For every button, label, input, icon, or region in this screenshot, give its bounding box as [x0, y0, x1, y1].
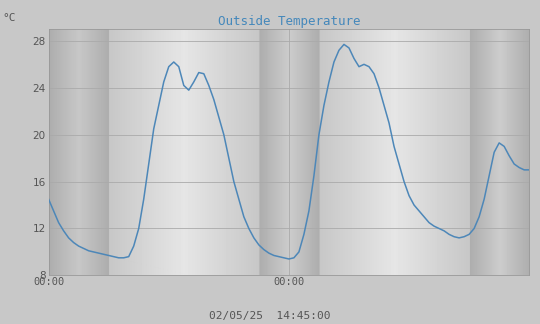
Title: Outside Temperature: Outside Temperature: [218, 15, 360, 28]
Text: °C: °C: [3, 13, 16, 23]
Text: 02/05/25  14:45:00: 02/05/25 14:45:00: [210, 311, 330, 321]
